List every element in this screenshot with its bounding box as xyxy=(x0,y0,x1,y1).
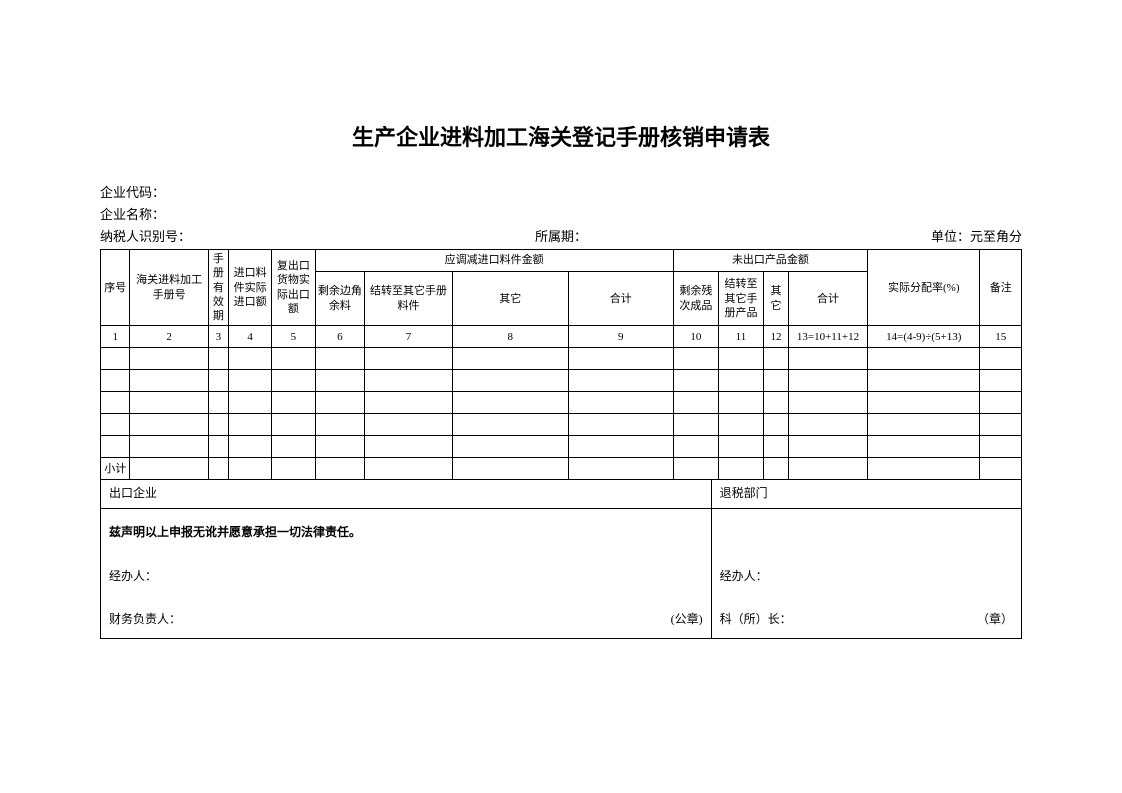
company-code-label: 企业代码： xyxy=(100,182,1022,204)
colnum-13: 13=10+11+12 xyxy=(788,326,867,348)
colnum-11: 11 xyxy=(718,326,763,348)
colnum-9: 9 xyxy=(568,326,673,348)
table-row xyxy=(101,436,1022,458)
page-title: 生产企业进料加工海关登记手册核销申请表 xyxy=(100,120,1022,152)
seal-right: （章） xyxy=(977,612,1013,628)
handler-right: 经办人： xyxy=(720,569,1013,585)
colnum-4: 4 xyxy=(229,326,272,348)
table-row xyxy=(101,414,1022,436)
th-other-b: 其它 xyxy=(764,271,789,326)
meta-row-three: 纳税人识别号： 所属期： 单位：元至角分 xyxy=(100,226,1022,245)
th-transfer-product: 结转至其它手册产品 xyxy=(718,271,763,326)
handler-left: 经办人： xyxy=(109,569,703,585)
th-unexport-group: 未出口产品金额 xyxy=(673,250,867,272)
th-rate: 实际分配率(%) xyxy=(868,250,980,326)
period-label: 所属期： xyxy=(535,226,587,245)
th-validity: 手册有效期 xyxy=(208,250,228,326)
colnum-15: 15 xyxy=(980,326,1022,348)
subtotal-row: 小计 xyxy=(101,458,1022,480)
th-total-b: 合计 xyxy=(788,271,867,326)
th-manual-no: 海关进料加工手册号 xyxy=(130,250,208,326)
footer-right-header: 退税部门 xyxy=(711,480,1021,508)
th-scrap: 剩余边角余料 xyxy=(315,271,365,326)
company-name-label: 企业名称： xyxy=(100,204,1022,226)
finance-label: 财务负责人： xyxy=(109,612,181,628)
footer-header-row: 出口企业 退税部门 xyxy=(101,480,1022,508)
footer-right-body: . 经办人： 科（所）长： （章） xyxy=(711,509,1021,639)
table-row xyxy=(101,348,1022,370)
colnum-8: 8 xyxy=(452,326,568,348)
colnum-10: 10 xyxy=(673,326,718,348)
unit-label: 单位：元至角分 xyxy=(931,226,1022,245)
seal-left: (公章) xyxy=(671,612,703,628)
th-seq: 序号 xyxy=(101,250,130,326)
colnum-12: 12 xyxy=(764,326,789,348)
th-import-amount: 进口料件实际进口额 xyxy=(229,250,272,326)
colnum-5: 5 xyxy=(272,326,315,348)
declaration-text: 兹声明以上申报无讹并愿意承担一切法律责任。 xyxy=(109,525,703,541)
th-adjust-group: 应调减进口料件金额 xyxy=(315,250,673,272)
footer-left-header: 出口企业 xyxy=(101,480,712,508)
footer-left-body: 兹声明以上申报无讹并愿意承担一切法律责任。 经办人： 财务负责人： (公章) xyxy=(101,509,712,639)
subtotal-label: 小计 xyxy=(101,458,130,480)
colnum-1: 1 xyxy=(101,326,130,348)
th-export-amount: 复出口货物实际出口额 xyxy=(272,250,315,326)
th-other-a: 其它 xyxy=(452,271,568,326)
footer-table: 出口企业 退税部门 兹声明以上申报无讹并愿意承担一切法律责任。 经办人： 财务负… xyxy=(100,480,1022,639)
th-total-a: 合计 xyxy=(568,271,673,326)
main-table: 序号 海关进料加工手册号 手册有效期 进口料件实际进口额 复出口货物实际出口额 … xyxy=(100,249,1022,480)
table-row xyxy=(101,392,1022,414)
colnum-7: 7 xyxy=(365,326,452,348)
finance-row: 财务负责人： (公章) xyxy=(109,612,703,628)
chief-row: 科（所）长： （章） xyxy=(720,612,1013,628)
header-row-1: 序号 海关进料加工手册号 手册有效期 进口料件实际进口额 复出口货物实际出口额 … xyxy=(101,250,1022,272)
colnum-6: 6 xyxy=(315,326,365,348)
chief-label: 科（所）长： xyxy=(720,612,792,628)
data-body: 小计 xyxy=(101,348,1022,480)
table-row xyxy=(101,370,1022,392)
colnum-2: 2 xyxy=(130,326,208,348)
colnum-3: 3 xyxy=(208,326,228,348)
column-number-row: 1 2 3 4 5 6 7 8 9 10 11 12 13=10+11+12 1… xyxy=(101,326,1022,348)
th-defective: 剩余残次成品 xyxy=(673,271,718,326)
taxpayer-id-label: 纳税人识别号： xyxy=(100,226,191,245)
th-transfer-material: 结转至其它手册料件 xyxy=(365,271,452,326)
colnum-14: 14=(4-9)÷(5+13) xyxy=(868,326,980,348)
th-remark: 备注 xyxy=(980,250,1022,326)
footer-body-row: 兹声明以上申报无讹并愿意承担一切法律责任。 经办人： 财务负责人： (公章) .… xyxy=(101,509,1022,639)
